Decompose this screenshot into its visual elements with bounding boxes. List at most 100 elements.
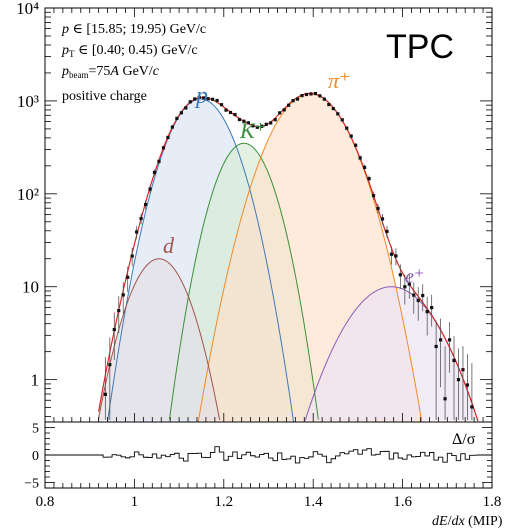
data-point: [425, 310, 429, 314]
data-point: [103, 392, 107, 396]
x-tick-label: 1: [131, 494, 139, 510]
data-point: [273, 118, 277, 122]
data-point: [193, 97, 197, 101]
data-point: [340, 118, 344, 122]
x-tick-label: 1.6: [393, 494, 412, 510]
data-point: [371, 194, 376, 198]
data-point: [412, 293, 416, 297]
data-point: [152, 170, 157, 175]
data-point: [166, 135, 170, 140]
data-point: [331, 106, 335, 111]
info-line-momentum: p ∈ [15.85; 19.95) GeV/c: [61, 22, 206, 37]
data-point: [224, 108, 228, 112]
data-point: [179, 111, 183, 115]
data-point: [447, 338, 452, 342]
residual-histogram: [45, 446, 492, 464]
data-point: [398, 273, 402, 277]
data-point: [394, 254, 398, 258]
data-point: [233, 112, 237, 117]
info-line-charge: positive charge: [62, 89, 147, 104]
data-point: [456, 378, 461, 382]
data-point: [313, 91, 318, 96]
resid-tick-label: 0: [32, 449, 39, 464]
residual-label: Δ/σ: [452, 431, 476, 448]
data-point: [434, 344, 438, 349]
data-point: [219, 103, 224, 107]
x-tick-label: 1.4: [304, 494, 323, 510]
data-point: [363, 165, 367, 170]
data-point: [108, 363, 112, 367]
data-point: [170, 125, 174, 129]
y-tick-label: 10: [22, 278, 39, 297]
data-point: [161, 146, 166, 150]
fill-4: [305, 286, 478, 421]
data-point: [318, 94, 322, 98]
data-point: [300, 94, 304, 98]
data-point: [215, 98, 219, 103]
x-tick-label: 1.2: [214, 494, 233, 510]
data-point: [470, 405, 474, 409]
data-point: [255, 125, 259, 129]
component-fills: [98, 93, 478, 422]
data-point: [206, 97, 210, 101]
data-point: [135, 230, 139, 234]
data-point: [197, 95, 201, 99]
data-point: [380, 217, 385, 221]
data-point: [184, 106, 188, 110]
resid-tick-label: −5: [24, 477, 39, 492]
data-point: [421, 293, 425, 298]
data-point: [358, 156, 362, 160]
data-point: [251, 124, 255, 128]
data-point: [322, 97, 326, 101]
y-tick-label: 10³: [17, 92, 39, 111]
data-point: [430, 306, 434, 310]
data-point: [175, 116, 179, 121]
data-point: [295, 97, 300, 101]
data-points: [103, 91, 474, 421]
data-point: [157, 159, 161, 163]
data-point: [287, 103, 291, 107]
curve-0: [107, 98, 295, 422]
data-point: [403, 285, 407, 289]
data-point: [345, 126, 349, 130]
x-tick-label: 0.8: [36, 494, 55, 510]
data-point: [148, 187, 152, 191]
x-axis: 0.8 1 1.2 1.4 1.6 1.8: [36, 8, 502, 510]
data-point: [443, 397, 447, 401]
x-axis-label: dE/dx (MIP): [432, 514, 503, 529]
data-point: [304, 92, 309, 97]
data-point: [228, 110, 233, 115]
data-point: [416, 298, 420, 303]
data-point: [130, 254, 134, 258]
data-point: [188, 100, 192, 104]
data-point: [309, 92, 313, 96]
data-point: [461, 368, 465, 372]
x-tick-label: 1.8: [483, 494, 502, 510]
label-kplus: K⁺: [239, 118, 266, 143]
data-point: [438, 338, 443, 342]
data-point: [246, 121, 250, 125]
data-point: [143, 202, 148, 207]
data-point: [264, 122, 268, 126]
label-piplus: π⁺: [328, 68, 351, 93]
data-point: [349, 134, 353, 138]
resid-tick-label: 5: [32, 422, 39, 437]
data-point: [260, 124, 264, 128]
data-point: [237, 117, 242, 122]
data-point: [112, 327, 116, 332]
y-axis: 10⁴ 10³ 10² 10 1: [16, 0, 492, 418]
data-point: [242, 119, 246, 123]
curve-1: [168, 142, 319, 420]
data-point: [367, 177, 371, 181]
data-point: [465, 383, 470, 387]
data-point: [117, 309, 121, 313]
data-point: [385, 229, 389, 233]
label-p: p: [194, 83, 208, 109]
data-point: [376, 206, 380, 211]
label-d: d: [163, 233, 175, 258]
data-point: [139, 216, 143, 221]
residual-y-axis: 5 0 −5: [24, 422, 492, 492]
y-tick-label: 1: [31, 371, 40, 390]
data-point: [202, 96, 206, 100]
